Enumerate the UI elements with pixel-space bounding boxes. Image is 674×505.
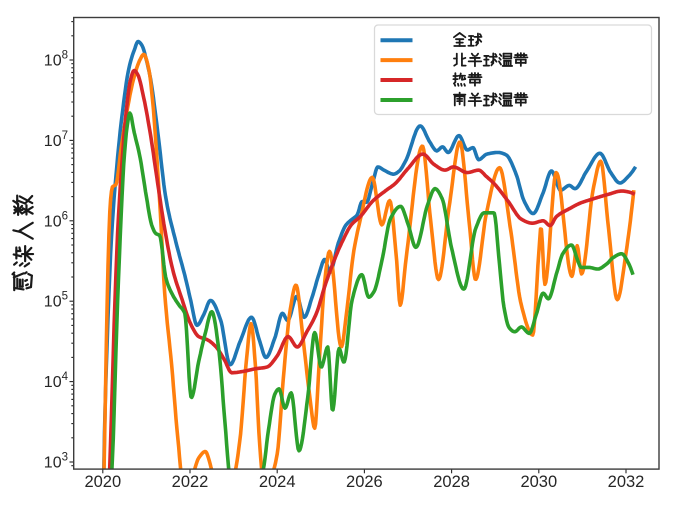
svg-text:2028: 2028 <box>433 473 470 491</box>
svg-text:2024: 2024 <box>259 473 296 491</box>
svg-text:2030: 2030 <box>520 473 557 491</box>
svg-text:2032: 2032 <box>608 473 645 491</box>
svg-text:2026: 2026 <box>346 473 383 491</box>
svg-text:2022: 2022 <box>172 473 209 491</box>
svg-text:2020: 2020 <box>84 473 121 491</box>
